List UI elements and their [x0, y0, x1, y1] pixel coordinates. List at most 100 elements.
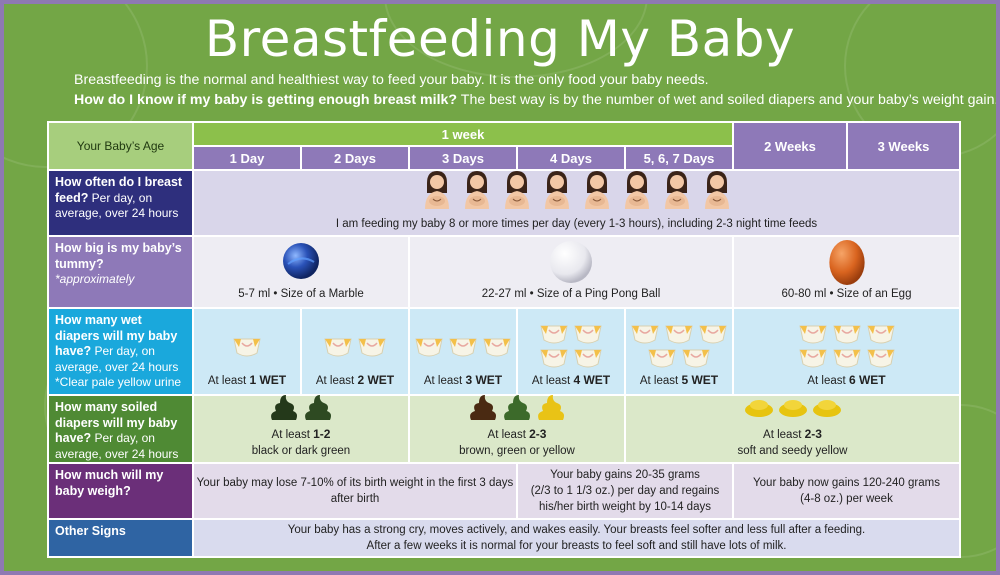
weigh-text-line: his/her birth weight by 10-14 days [539, 501, 711, 513]
soiled-day1-text: At least 1-2 black or dark green [252, 426, 350, 459]
wet-diaper-icon [665, 325, 693, 344]
wet-count: 1 WET [249, 373, 287, 387]
breastfeeding-mother-icon [504, 171, 529, 209]
wet-count: 4 WET [573, 373, 611, 387]
wet-day5: At least 5 WET [626, 309, 732, 394]
soiled-question-title: How many soiled diapers will my baby hav… [55, 400, 178, 445]
wet-prefix: At least [639, 375, 682, 387]
age-header: Your Baby’s Age [49, 123, 192, 169]
green-stool-icon [504, 395, 530, 420]
wet-diaper-icon [574, 349, 602, 368]
mom-icon-row [417, 169, 737, 214]
diaper-group [627, 322, 731, 370]
wet-day4: At least 4 WET [518, 309, 624, 394]
day-header-1: 1 Day [194, 147, 300, 169]
day-header-2: 2 Days [302, 147, 408, 169]
tummy-question-title: How big is my baby’s tummy? [55, 241, 182, 271]
wet-diaper-icon [449, 338, 477, 357]
other-text-line: Your baby has a strong cry, moves active… [287, 524, 866, 536]
feed-answer: I am feeding my baby 8 or more times per… [194, 171, 959, 235]
day-header-5: 5, 6, 7 Days [626, 147, 732, 169]
wet-diaper-icon [540, 349, 568, 368]
wet-day5-text: At least 5 WET [640, 372, 718, 389]
breastfeeding-mother-icon [704, 171, 729, 209]
weigh-text-line: after birth [330, 493, 380, 505]
soiled-day3-text: At least 2-3 brown, green or yellow [459, 426, 575, 459]
feed-question: How often do I breast feed? Per day, on … [49, 171, 192, 235]
wet-prefix: At least [315, 375, 358, 387]
wet-diaper-icon [648, 349, 676, 368]
soiled-count: 2-3 [804, 427, 822, 441]
wet-diaper-icon [832, 349, 861, 368]
wet-prefix: At least [423, 375, 466, 387]
wet-prefix: At least [531, 375, 574, 387]
wet-count: 2 WET [357, 373, 395, 387]
wet-diaper-icon [798, 325, 827, 344]
wet-day1-text: At least 1 WET [208, 372, 286, 389]
diaper-group [321, 335, 389, 364]
breastfeeding-mother-icon [544, 171, 569, 209]
wet-day2-text: At least 2 WET [316, 372, 394, 389]
wet-diaper-icon [631, 325, 659, 344]
wet-day1: At least 1 WET [194, 309, 300, 394]
wet-count: 6 WET [848, 373, 886, 387]
soiled-desc: black or dark green [251, 445, 351, 457]
ping-pong-ball-icon [550, 241, 592, 283]
wet-diaper-icon [866, 325, 895, 344]
wet-week2-text: At least 6 WET [807, 372, 885, 389]
wet-diaper-icon [682, 349, 710, 368]
soiled-count: 1-2 [313, 427, 331, 441]
soiled-count: 2-3 [529, 427, 547, 441]
wet-diaper-icon [866, 349, 895, 368]
wet-prefix: At least [207, 375, 250, 387]
wet-day2: At least 2 WET [302, 309, 408, 394]
breastfeeding-mother-icon [664, 171, 689, 209]
wet-prefix: At least [807, 375, 849, 387]
weigh-question-title: How much will my baby weigh? [55, 468, 164, 498]
tummy-day1: 5-7 ml • Size of a Marble [194, 237, 408, 307]
wet-day3-text: At least 3 WET [424, 372, 502, 389]
poop-group [466, 393, 568, 426]
soiled-desc: brown, green or yellow [459, 445, 575, 457]
tummy-day3: 22-27 ml • Size of a Ping Pong Ball [410, 237, 732, 307]
soiled-prefix: At least [763, 429, 805, 441]
wet-diaper-icon [540, 325, 568, 344]
intro-line-1: Breastfeeding is the normal and healthie… [74, 72, 709, 88]
dark-green-stool-icon [305, 395, 331, 420]
intro-text: Breastfeeding is the normal and healthie… [74, 70, 996, 110]
tummy-day1-text: 5-7 ml • Size of a Marble [238, 288, 364, 300]
wet-question-title: How many wet diapers will my baby have? [55, 313, 178, 358]
tummy-day3-text: 22-27 ml • Size of a Ping Pong Ball [481, 288, 661, 300]
seedy-yellow-stool-icon [812, 400, 841, 417]
poop-group [267, 393, 335, 426]
breastfeeding-mother-icon [584, 171, 609, 209]
other-text-line: After a few weeks it is normal for your … [366, 540, 787, 552]
soiled-desc: soft and seedy yellow [737, 445, 848, 457]
wet-question-note: *Clear pale yellow urine [55, 375, 182, 389]
feed-question-sub: Per day, on average, over 24 hours [55, 190, 179, 221]
soiled-day1: At least 1-2 black or dark green [194, 393, 408, 462]
soiled-prefix: At least [487, 429, 530, 441]
wet-diaper-icon [574, 325, 602, 344]
feed-question-title: How often do I breast feed? [55, 175, 183, 205]
diaper-group [412, 335, 514, 364]
wet-question-sub: Per day, on average, over 24 hours [55, 344, 179, 374]
weigh-text-line: (4-8 oz.) per week [800, 493, 893, 505]
page-title: Breastfeeding My Baby [204, 10, 796, 68]
soiled-day5-text: At least 2-3 soft and seedy yellow [738, 426, 848, 459]
intro-question: How do I know if my baby is getting enou… [74, 92, 458, 108]
weigh-text-line: (2/3 to 1 1/3 oz.) per day and regains [530, 485, 720, 497]
wet-diaper-icon [233, 338, 261, 357]
week-header-2: 2 Weeks [734, 123, 846, 169]
egg-icon [828, 239, 865, 286]
breastfeeding-mother-icon [624, 171, 649, 209]
other-question: Other Signs [49, 520, 192, 556]
wet-count: 5 WET [681, 373, 719, 387]
wet-day4-text: At least 4 WET [532, 372, 610, 389]
wet-diaper-icon [798, 349, 827, 368]
soiled-day3: At least 2-3 brown, green or yellow [410, 393, 624, 462]
other-answer: Your baby has a strong cry, moves active… [194, 520, 959, 556]
week-header-3: 3 Weeks [848, 123, 959, 169]
day-header-4: 4 Days [518, 147, 624, 169]
breastfeeding-mother-icon [424, 171, 449, 209]
